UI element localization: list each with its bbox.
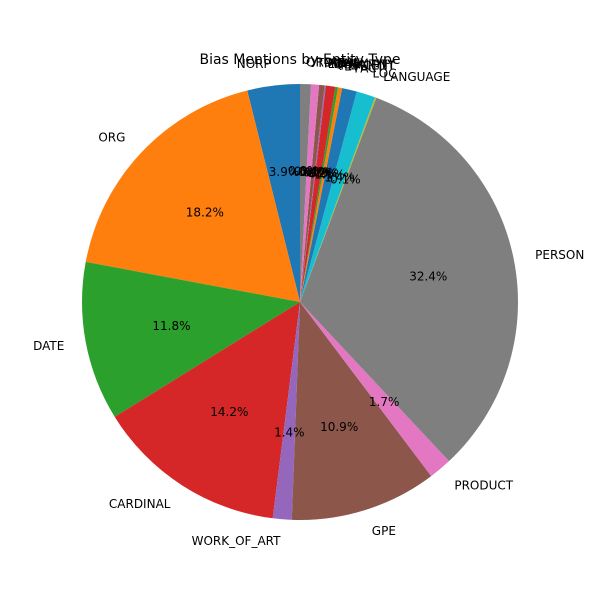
slice-label-law: LAW [328,57,355,71]
slice-label-language: LANGUAGE [383,70,450,84]
percent-label-quantity: 0.7% [303,166,334,180]
slice-label-person: PERSON [535,248,584,262]
pie-slice-time [300,84,320,303]
percent-label-person: 32.4% [409,269,447,283]
percent-label-percent: 0.2% [307,166,338,180]
pie-slice-money [300,84,325,302]
slice-label-org: ORG [98,131,125,145]
slice-label-cardinal: CARDINAL [109,497,171,511]
chart-title: Bias Mentions by Entity Type [199,52,400,68]
pie-slice-language [300,97,377,302]
pie-slices [82,83,518,521]
slice-label-fac: FAC [354,61,376,75]
pie-slice-event [300,87,343,302]
percent-label-cardinal: 14.2% [210,405,248,419]
slice-label-norp: NORP [237,57,271,71]
pie-slice-product [300,302,449,477]
slice-label-loc: LOC [373,66,397,80]
percent-label-money: 0.4% [298,165,329,179]
slice-label-percent: PERCENT [340,59,395,73]
slice-label-date: DATE [33,339,64,353]
pie-slice-percent [300,86,339,302]
percent-label-work-of-art: 1.4% [274,425,305,439]
pie-slice-work-of-art [272,302,300,520]
slice-label-work-of-art: WORK_OF_ART [192,534,282,548]
pie-slice-date [82,261,300,417]
pie-slice-loc [300,91,375,303]
percent-label-product: 1.7% [369,395,400,409]
slice-label-money: MONEY [324,56,368,70]
pie-slice-gpe [291,302,432,521]
percent-label-law: 0.1% [300,165,331,179]
pie-slice-fac [300,88,357,302]
pie-slice-norp [247,84,300,302]
pie-slice-quantity [300,85,336,302]
pie-slice-ordinal [300,83,311,302]
percent-label-date: 11.8% [152,319,190,333]
pie-slice-cardinal [114,302,300,519]
slice-labels: NORP ORG DATE CARDINAL WORK_OF_ART GPE PRODUCT… [33,55,584,548]
percent-label-loc: 1.4% [324,170,355,184]
pie-slice-person [300,97,518,462]
pie-slice-law [300,85,326,302]
slice-label-product: PRODUCT [454,479,513,493]
percent-label-fac: 1.1% [314,168,345,182]
percent-label-language: 0.1% [330,172,361,186]
percent-label-time: 0.6% [294,165,325,179]
slice-label-gpe: GPE [372,524,396,538]
percent-label-norp: 3.9% [269,165,300,179]
slice-label-ordinal: ORDINAL [306,55,361,69]
slice-label-quantity: QUANTITY [334,58,396,72]
percent-labels: 3.9% 18.2% 11.8% 14.2% 1.4% 10.9% 1.7% 32.4% 0.1… [152,164,447,439]
pie-slice-org [85,90,300,303]
percent-label-ordinal: 0.8% [288,164,319,178]
percent-label-event: 0.3% [309,166,340,180]
percent-label-gpe: 10.9% [320,420,358,434]
percent-label-org: 18.2% [186,205,224,219]
slice-label-time: TIME [316,56,346,70]
slice-label-event: EVENT [344,59,384,73]
